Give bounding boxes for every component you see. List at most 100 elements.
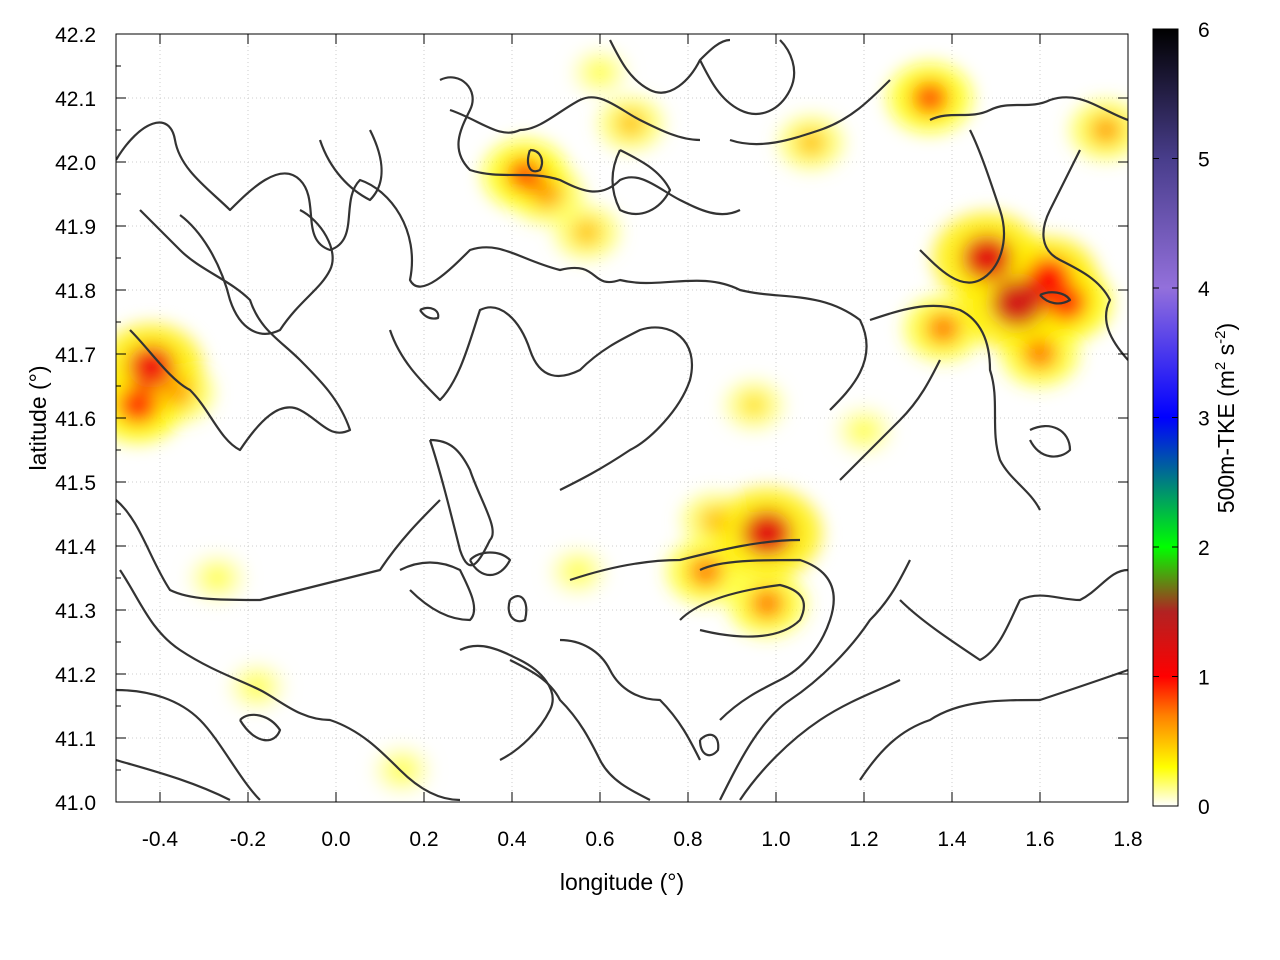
terrain-contour (419, 306, 440, 320)
x-tick-label: -0.4 (142, 828, 179, 851)
terrain-contour (679, 583, 806, 638)
terrain-contour (318, 129, 383, 202)
y-tick-label: 41.7 (55, 344, 96, 367)
y-tick-label: 41.6 (55, 408, 96, 431)
tke-hotspot (616, 110, 646, 137)
tke-hotspot (925, 312, 961, 345)
terrain-contour (428, 438, 494, 567)
tke-hotspot (688, 555, 723, 588)
terrain-contour (449, 96, 701, 142)
x-tick-label: 1.8 (1113, 828, 1142, 851)
colorbar-ticks: 0 1 2 3 4 5 6 (1153, 19, 1210, 819)
terrain-contour (899, 568, 1128, 662)
y-tick-label: 42.1 (55, 88, 96, 111)
terrain-contour (1042, 149, 1128, 361)
colorbar-tick-label: 3 (1198, 408, 1210, 431)
tke-hotspot (991, 278, 1045, 327)
terrain-contour (859, 668, 1128, 781)
tke-hotspot (588, 62, 612, 83)
colorbar-label: 500m-TKE (m2 s-2) (1212, 323, 1239, 513)
x-tick-label: -0.2 (230, 828, 266, 851)
terrain-contour (239, 713, 282, 742)
y-tick-label: 42.2 (55, 24, 96, 47)
y-tick-label: 41.8 (55, 280, 96, 303)
terrain-contour (116, 688, 261, 801)
x-tick-label: 1.2 (849, 828, 878, 851)
x-axis-label: longitude (°) (560, 869, 684, 895)
colorbar-tick-label: 2 (1198, 537, 1210, 560)
x-tick-label: 1.6 (1025, 828, 1054, 851)
tke-hotspot (796, 129, 826, 156)
x-tick-label: 0.6 (585, 828, 614, 851)
y-tick-label: 41.2 (55, 664, 96, 687)
terrain-contour (559, 638, 701, 761)
terrain-contour (439, 76, 741, 216)
terrain-contour (698, 733, 720, 757)
terrain-contour (116, 499, 441, 602)
terrain-contour (179, 209, 334, 335)
terrain-contour (129, 209, 352, 452)
terrain-contour (526, 148, 544, 173)
terrain-contour (729, 79, 891, 146)
terrain-contour (699, 39, 796, 115)
terrain-contour (929, 96, 1128, 122)
y-tick-label: 41.0 (55, 792, 96, 815)
terrain-contours (116, 38, 1128, 802)
tke-hotspot (749, 587, 785, 620)
terrain-contour (611, 149, 672, 215)
terrain-contour (116, 121, 868, 411)
grid-lines (116, 33, 1129, 803)
terrain-contour (739, 679, 901, 801)
tke-hotspot (1090, 115, 1122, 145)
x-tick-label: 1.4 (937, 828, 967, 851)
terrain-contour (719, 559, 911, 801)
tke-hotspot (962, 235, 1013, 281)
tke-hotspot (566, 561, 590, 582)
terrain-contour (116, 758, 231, 801)
tke-field (116, 50, 1128, 792)
y-tick-label: 41.5 (55, 472, 96, 495)
terrain-contour (119, 569, 461, 802)
tke-hotspot (531, 179, 564, 209)
tke-hotspot (700, 507, 729, 534)
tke-hotspot (127, 345, 175, 389)
tke-hotspot (911, 80, 949, 116)
terrain-contour (388, 306, 693, 491)
colorbar-tick-label: 5 (1198, 149, 1210, 172)
y-tick-label: 41.9 (55, 216, 96, 239)
terrain-contour (869, 304, 1041, 511)
tke-hotspot (1022, 338, 1058, 370)
terrain-contour (507, 595, 528, 623)
y-tick-label: 41.3 (55, 600, 96, 623)
colorbar-tick-label: 1 (1198, 667, 1210, 690)
terrain-contour (1039, 291, 1072, 305)
tke-hotspot (245, 676, 269, 697)
tke-hotspot (742, 510, 793, 556)
tke-hotspot (852, 420, 876, 441)
y-tick-label: 41.1 (55, 728, 96, 751)
y-tick-label: 42.0 (55, 152, 96, 175)
terrain-contour (509, 659, 651, 801)
colorbar-tick-label: 6 (1198, 19, 1210, 42)
x-tick-label: 0.8 (673, 828, 702, 851)
terrain-contour (699, 558, 835, 721)
x-tick-label: 1.0 (761, 828, 790, 851)
tke-hotspot (117, 386, 159, 424)
x-axis-ticks: -0.4 -0.2 0.0 0.2 0.4 0.6 0.8 1.0 1.2 1.4 1.6 1.8 (142, 34, 1143, 851)
x-tick-label: 0.4 (497, 828, 527, 851)
terrain-contour (469, 551, 512, 576)
terrain-contour (609, 38, 731, 94)
tke-hotspot (741, 393, 767, 417)
x-tick-label: 0.0 (321, 828, 350, 851)
y-axis-ticks: 41.0 41.1 41.2 41.3 41.4 41.5 41.6 41.7 41.8 41.9… (55, 24, 1128, 815)
terrain-contour (919, 129, 1005, 284)
y-tick-label: 41.4 (55, 536, 96, 559)
tke-hotspot (205, 567, 229, 589)
terrain-contour (839, 359, 941, 481)
x-tick-label: 0.2 (409, 828, 438, 851)
terrain-contour (399, 561, 476, 622)
colorbar-tick-label: 0 (1198, 796, 1210, 819)
y-axis-label: latitude (°) (25, 365, 51, 470)
tke-hotspot (572, 219, 602, 246)
